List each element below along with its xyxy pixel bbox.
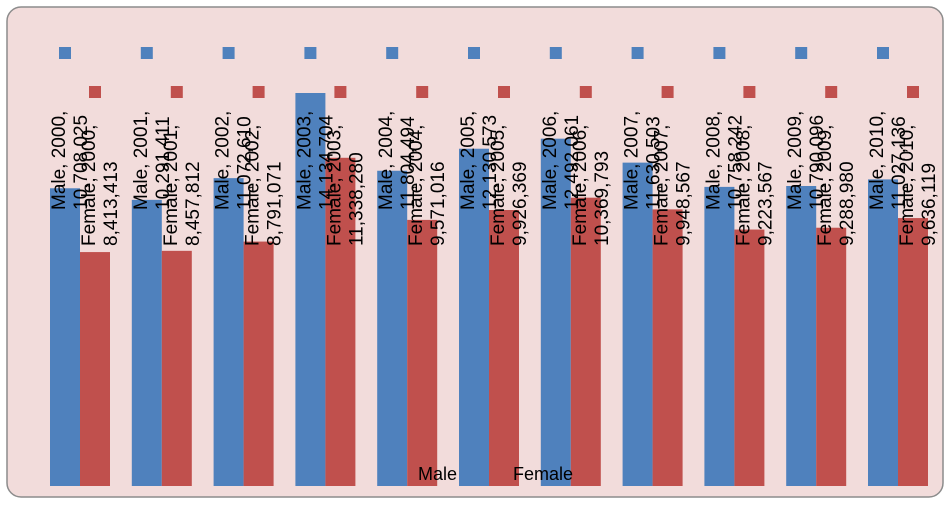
- bar-male-2009: [786, 185, 817, 486]
- label-marker-female-2001: [170, 86, 183, 98]
- bar-female-2002: [243, 241, 274, 486]
- data-label-female-2007: Female, 2007,9,948,567: [652, 125, 695, 246]
- label-marker-male-2000: [59, 47, 71, 59]
- label-marker-male-2004: [386, 47, 399, 59]
- bar-female-2000: [80, 252, 110, 486]
- label-marker-male-2007: [631, 47, 644, 59]
- data-label-female-2000: Female, 2000,8,413,413: [79, 125, 122, 246]
- bar-female-2001: [161, 250, 192, 486]
- legend-label-female: Female: [513, 464, 573, 484]
- bar-male-2008: [704, 186, 735, 486]
- bar-male-2004: [377, 170, 408, 486]
- label-marker-female-2002: [252, 86, 265, 98]
- data-label-male-2007: Male, 2007,11,630,503: [622, 111, 665, 210]
- label-marker-male-2002: [222, 47, 235, 59]
- label-marker-female-2009: [825, 86, 838, 98]
- label-marker-male-2003: [304, 47, 317, 59]
- bar-male-2003: [295, 93, 326, 486]
- data-label-male-2000: Male, 2000,10,708,025: [49, 111, 92, 210]
- label-marker-female-2000: [89, 86, 101, 98]
- legend: Male Female: [418, 464, 573, 484]
- bar-male-2005: [459, 148, 489, 487]
- data-label-male-2006: Male, 2006,12,492,061: [540, 111, 583, 210]
- label-marker-female-2003: [334, 86, 347, 98]
- label-marker-male-2008: [713, 47, 726, 59]
- data-label-male-2008: Male, 2008,10,758,242: [703, 111, 746, 210]
- bar-female-2004: [407, 219, 438, 486]
- label-marker-female-2010: [907, 86, 919, 98]
- bar-male-2001: [131, 199, 162, 486]
- bar-female-2008: [734, 229, 765, 486]
- label-marker-male-2009: [795, 47, 808, 59]
- data-label-male-2010: Male, 2010,11,027,136: [867, 111, 910, 210]
- data-label-male-2002: Male, 2002,11,072,610: [213, 111, 256, 210]
- data-label-female-2003: Female, 2003,11,338,280: [324, 125, 367, 246]
- label-marker-male-2010: [877, 47, 889, 59]
- data-label-male-2005: Male, 2005,12,130,573: [458, 111, 501, 210]
- bar-male-2000: [50, 188, 80, 486]
- chart-frame: Male, 2000,10,708,025 Female, 2000,8,413,…: [6, 6, 944, 498]
- data-label-male-2001: Male, 2001,10,291,411: [131, 111, 174, 210]
- data-label-male-2004: Male, 2004,11,804,494: [376, 111, 419, 210]
- data-label-male-2003: Male, 2003,14,134,704: [294, 111, 337, 210]
- label-marker-female-2006: [579, 86, 592, 98]
- label-marker-female-2005: [498, 86, 510, 98]
- data-label-female-2006: Female, 2006,10,369,793: [570, 125, 613, 246]
- bar-female-2005: [489, 210, 519, 486]
- label-marker-female-2004: [416, 86, 429, 98]
- bar-female-2009: [816, 227, 847, 487]
- markers-layer: [59, 47, 919, 98]
- data-label-female-2002: Female, 2002,8,791,071: [243, 125, 286, 246]
- label-marker-male-2006: [549, 47, 562, 59]
- bar-female-2010: [898, 218, 928, 486]
- bar-male-2006: [540, 138, 571, 487]
- data-label-female-2004: Female, 2004,9,571,016: [406, 125, 449, 246]
- label-marker-male-2005: [468, 47, 480, 59]
- data-label-female-2005: Female, 2005,9,926,369: [488, 125, 531, 246]
- data-label-female-2010: Female, 2010,9,636,119: [897, 125, 940, 246]
- data-label-female-2009: Female, 2009,9,288,980: [815, 125, 858, 246]
- bars-layer: [50, 93, 928, 487]
- bar-male-2002: [213, 178, 244, 486]
- label-marker-female-2008: [743, 86, 756, 98]
- bar-male-2010: [868, 179, 898, 486]
- bar-female-2006: [570, 197, 601, 486]
- legend-label-male: Male: [418, 464, 457, 484]
- data-label-male-2009: Male, 2009,10,790,096: [785, 111, 828, 210]
- data-label-female-2008: Female, 2008,9,223,567: [733, 125, 776, 246]
- bar-male-2007: [622, 162, 653, 486]
- bar-female-2007: [652, 209, 683, 486]
- data-label-female-2001: Female, 2001,8,457,812: [161, 125, 204, 246]
- label-marker-female-2007: [661, 86, 674, 98]
- label-marker-male-2001: [140, 47, 153, 59]
- bar-female-2003: [325, 157, 356, 486]
